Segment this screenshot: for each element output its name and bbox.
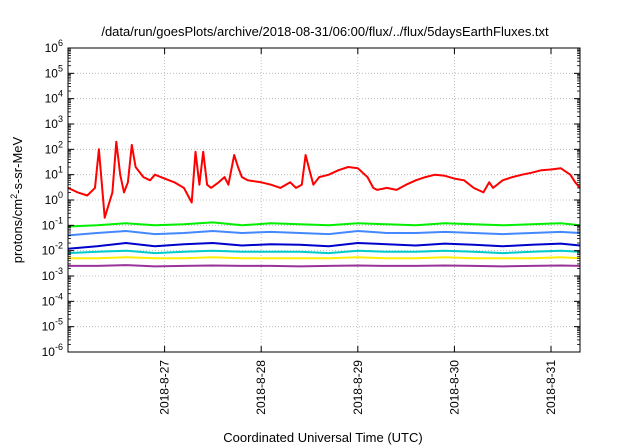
y-tick-label-exponent: -2 xyxy=(55,241,63,251)
y-axis-title: protons/cm2-s-sr-MeV xyxy=(9,136,25,263)
y-tick-label: 101 xyxy=(45,165,63,182)
y-tick-label-exponent: 2 xyxy=(58,139,63,149)
y-tick-label: 102 xyxy=(45,139,63,156)
y-tick-label-base: 10 xyxy=(45,117,59,131)
x-tick-label: 2018-8-30 xyxy=(447,360,461,415)
y-tick-label-exponent: 5 xyxy=(58,63,63,73)
y-tick-label: 10-6 xyxy=(42,342,63,359)
y-axis-title-main: protons/cm xyxy=(10,199,25,263)
series-line-7 xyxy=(68,264,581,268)
y-axis-title-rest: -s-sr-MeV xyxy=(10,136,25,193)
x-axis-ticks: 2018-8-27 2018-8-28 2018-8-29 2018-8-30 2018… xyxy=(158,48,558,415)
y-tick-label-exponent: 6 xyxy=(58,38,63,48)
series-layer xyxy=(67,140,581,268)
y-tick-label-base: 10 xyxy=(42,345,56,359)
y-tick-label: 10-3 xyxy=(42,266,63,283)
y-tick-label: 10-2 xyxy=(42,241,63,258)
y-tick-label: 100 xyxy=(45,190,63,207)
y-tick-label-exponent: -1 xyxy=(55,215,63,225)
y-tick-label-exponent: -3 xyxy=(55,266,63,276)
y-tick-label-base: 10 xyxy=(45,41,59,55)
x-tick-label: 2018-8-29 xyxy=(351,360,365,415)
y-tick-label: 10-5 xyxy=(42,317,63,334)
y-tick-label-base: 10 xyxy=(42,218,56,232)
y-tick-label-exponent: 1 xyxy=(58,165,63,175)
y-tick-label-exponent: -4 xyxy=(55,291,63,301)
y-tick-label-base: 10 xyxy=(42,269,56,283)
y-tick-label: 103 xyxy=(45,114,63,131)
series-line-6 xyxy=(68,256,581,260)
y-tick-label-base: 10 xyxy=(42,320,56,334)
y-tick-label-exponent: 3 xyxy=(58,114,63,124)
x-tick-label: 2018-8-31 xyxy=(544,360,558,415)
x-axis-title: Coordinated Universal Time (UTC) xyxy=(223,430,422,445)
y-tick-label: 10-4 xyxy=(42,291,63,308)
y-tick-label-base: 10 xyxy=(42,294,56,308)
series-line-4 xyxy=(67,242,581,250)
y-tick-label-base: 10 xyxy=(45,168,59,182)
y-tick-label: 10-1 xyxy=(42,215,63,232)
y-tick-label: 106 xyxy=(45,38,63,55)
series-line-5 xyxy=(67,249,581,255)
x-tick-label: 2018-8-28 xyxy=(254,360,268,415)
y-tick-label-base: 10 xyxy=(45,193,59,207)
series-line-3 xyxy=(67,230,581,237)
chart-title: /data/run/goesPlots/archive/2018-08-31/0… xyxy=(101,24,549,39)
grid-lines xyxy=(68,48,580,352)
y-tick-label: 104 xyxy=(45,89,63,106)
y-tick-label-base: 10 xyxy=(45,142,59,156)
y-tick-label-base: 10 xyxy=(42,244,56,258)
y-tick-label-exponent: -5 xyxy=(55,317,63,327)
y-tick-label: 105 xyxy=(45,63,63,80)
x-tick-label: 2018-8-27 xyxy=(158,360,172,415)
y-axis-ticks: 10-610-510-410-310-210-11001011021031041… xyxy=(42,38,580,359)
y-tick-label-exponent: -6 xyxy=(55,342,63,352)
y-tick-label-base: 10 xyxy=(45,92,59,106)
y-tick-label-exponent: 0 xyxy=(58,190,63,200)
y-tick-label-base: 10 xyxy=(45,66,59,80)
y-tick-label-exponent: 4 xyxy=(58,89,63,99)
series-line-2 xyxy=(67,221,581,228)
y-axis-title-superscript: 2 xyxy=(9,194,19,199)
series-line-1 xyxy=(67,140,581,219)
